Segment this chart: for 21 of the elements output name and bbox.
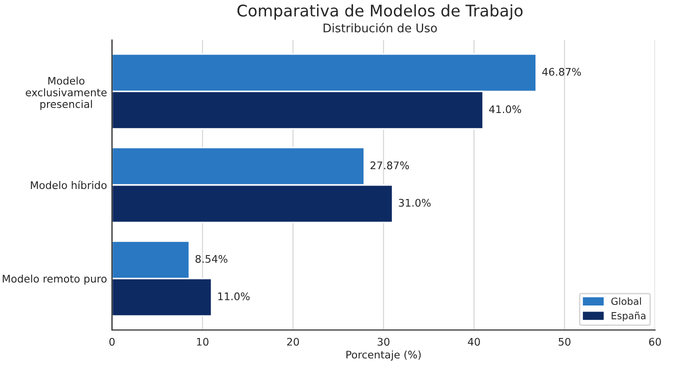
data-label: 27.87% <box>370 161 409 170</box>
x-tick-label: 20 <box>287 338 299 346</box>
x-tick-label: 0 <box>109 338 115 346</box>
x-tick-label: 40 <box>468 338 480 346</box>
chart-title: Comparativa de Modelos de Trabajo <box>237 4 523 20</box>
data-label: 11.0% <box>218 292 250 300</box>
data-label: 31.0% <box>398 198 431 207</box>
chart-subtitle: Distribución de Uso <box>324 22 437 32</box>
x-axis-title: Porcentaje (%) <box>346 350 421 361</box>
x-tick-label: 60 <box>649 338 661 346</box>
y-tick-label: Modelo híbrido <box>30 180 107 190</box>
y-tick-label: Modelo exclusivamente presencial <box>26 76 107 110</box>
data-label: 46.87% <box>542 68 581 76</box>
y-tick-label: Modelo remoto puro <box>2 274 107 285</box>
x-tick-label: 30 <box>378 338 390 346</box>
data-label: 41.0% <box>489 105 522 114</box>
legend-label: España <box>612 312 646 322</box>
data-label: 8.54% <box>196 254 228 263</box>
x-tick-label: 10 <box>197 338 208 346</box>
legend-label: Global <box>611 297 641 305</box>
x-tick-label: 50 <box>558 338 570 346</box>
